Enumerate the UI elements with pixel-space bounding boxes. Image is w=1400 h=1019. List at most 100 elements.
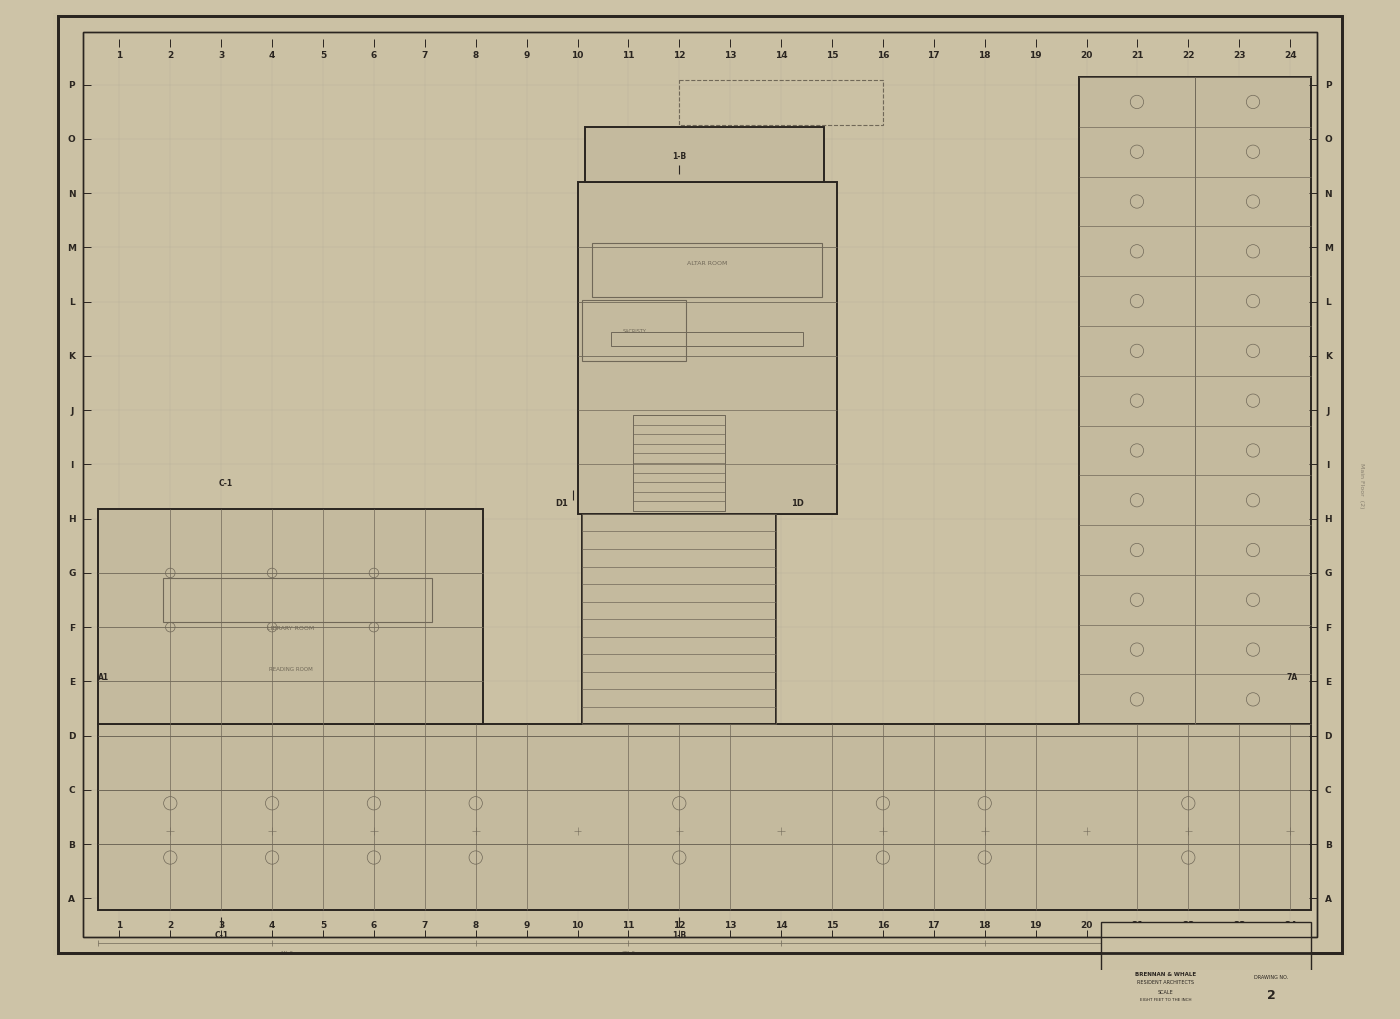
Text: J: J (1327, 407, 1330, 416)
Text: K: K (69, 353, 76, 361)
Bar (578, 182, 837, 515)
Text: 2: 2 (167, 51, 174, 60)
Text: C-1: C-1 (218, 479, 232, 487)
Bar (679, 81, 883, 125)
Text: 10: 10 (571, 920, 584, 928)
Text: 14.8.56: 14.8.56 (1261, 946, 1281, 950)
Text: DATE: DATE (1264, 936, 1277, 942)
Text: 2: 2 (167, 920, 174, 928)
Text: 11: 11 (622, 51, 634, 60)
Text: I: I (70, 461, 73, 470)
Text: 6: 6 (371, 920, 377, 928)
Text: H: H (69, 515, 76, 524)
Text: 21: 21 (1131, 51, 1144, 60)
Text: ST. BASIL'S SEMINARY: ST. BASIL'S SEMINARY (1119, 926, 1214, 935)
Text: BRENNAN & WHALE: BRENNAN & WHALE (1135, 971, 1197, 976)
Text: J: J (70, 407, 73, 416)
Bar (610, 333, 804, 347)
Text: F: F (69, 623, 74, 632)
Text: 11: 11 (622, 920, 634, 928)
Text: 13: 13 (724, 51, 736, 60)
Text: 7: 7 (421, 920, 428, 928)
Text: M: M (1323, 244, 1333, 253)
Text: EIGHT FEET TO THE INCH: EIGHT FEET TO THE INCH (1140, 998, 1191, 1001)
Bar (98, 725, 1310, 910)
Text: 12: 12 (673, 920, 686, 928)
Text: 6: 6 (371, 51, 377, 60)
Text: 15: 15 (826, 51, 839, 60)
Text: 9: 9 (524, 51, 529, 60)
Text: 24: 24 (1284, 51, 1296, 60)
Text: 20: 20 (1081, 51, 1093, 60)
Text: 20: 20 (1081, 920, 1093, 928)
Text: 21: 21 (1131, 920, 1144, 928)
Text: 4: 4 (269, 920, 276, 928)
Text: K: K (1324, 353, 1331, 361)
Text: 5: 5 (319, 920, 326, 928)
Text: 14: 14 (774, 920, 787, 928)
Text: 7: 7 (421, 51, 428, 60)
Text: 3: 3 (218, 51, 224, 60)
Text: G: G (1324, 569, 1331, 578)
Text: SACRISTY: SACRISTY (623, 328, 647, 333)
Text: G: G (69, 569, 76, 578)
Text: C-1: C-1 (214, 930, 228, 940)
Text: 1: 1 (116, 51, 123, 60)
Text: 1-B: 1-B (672, 152, 686, 160)
Text: 14: 14 (774, 51, 787, 60)
Text: LIBRARY ROOM: LIBRARY ROOM (267, 625, 315, 630)
Text: C: C (1324, 786, 1331, 795)
Text: 44'-0: 44'-0 (280, 951, 294, 955)
Text: 2: 2 (1267, 988, 1275, 1001)
Text: 22: 22 (1182, 51, 1194, 60)
Text: 13: 13 (724, 920, 736, 928)
Text: 8: 8 (473, 51, 479, 60)
Text: 1: 1 (116, 920, 123, 928)
Text: D: D (1324, 732, 1331, 741)
Text: TORONTO: TORONTO (1149, 936, 1182, 942)
Text: F: F (1326, 623, 1331, 632)
Text: A: A (69, 894, 76, 903)
Text: C: C (69, 786, 76, 795)
Text: RESIDENT ARCHITECTS: RESIDENT ARCHITECTS (1137, 978, 1194, 983)
Text: A1: A1 (98, 673, 109, 682)
Bar (582, 301, 686, 362)
Text: N: N (69, 190, 76, 199)
Bar (98, 510, 483, 725)
Text: 17: 17 (928, 51, 941, 60)
Bar (162, 578, 433, 623)
Text: 18: 18 (979, 51, 991, 60)
Bar (1079, 78, 1310, 725)
Text: DRAWING NO.: DRAWING NO. (1254, 974, 1288, 979)
Text: 12: 12 (673, 51, 686, 60)
Text: B: B (69, 840, 76, 849)
Text: READING ROOM: READING ROOM (269, 666, 312, 671)
Text: 3: 3 (218, 920, 224, 928)
Bar (585, 128, 825, 182)
Text: L: L (1326, 298, 1331, 307)
Text: 16: 16 (876, 51, 889, 60)
Text: P: P (1324, 82, 1331, 90)
Text: 19: 19 (1029, 920, 1042, 928)
Text: 23: 23 (1233, 920, 1246, 928)
Text: 19: 19 (1029, 51, 1042, 60)
Bar (1100, 1017, 1310, 1019)
Bar (633, 416, 725, 512)
Text: 15: 15 (826, 920, 839, 928)
Text: 9: 9 (524, 920, 529, 928)
Text: N: N (1324, 190, 1331, 199)
Text: O: O (69, 136, 76, 145)
Text: H: H (1324, 515, 1331, 524)
Text: D: D (69, 732, 76, 741)
Text: M: M (67, 244, 77, 253)
Text: O: O (1324, 136, 1331, 145)
Text: 1D: 1D (791, 498, 804, 507)
Text: SCALE: SCALE (1158, 989, 1173, 995)
Text: 10: 10 (571, 51, 584, 60)
Text: 38'-0: 38'-0 (622, 951, 636, 955)
Text: ALTAR ROOM: ALTAR ROOM (687, 261, 728, 265)
Text: D1: D1 (554, 498, 568, 507)
Text: A: A (1324, 894, 1331, 903)
Text: B: B (1324, 840, 1331, 849)
Text: ERNEST CORMIER: ERNEST CORMIER (1142, 956, 1190, 961)
